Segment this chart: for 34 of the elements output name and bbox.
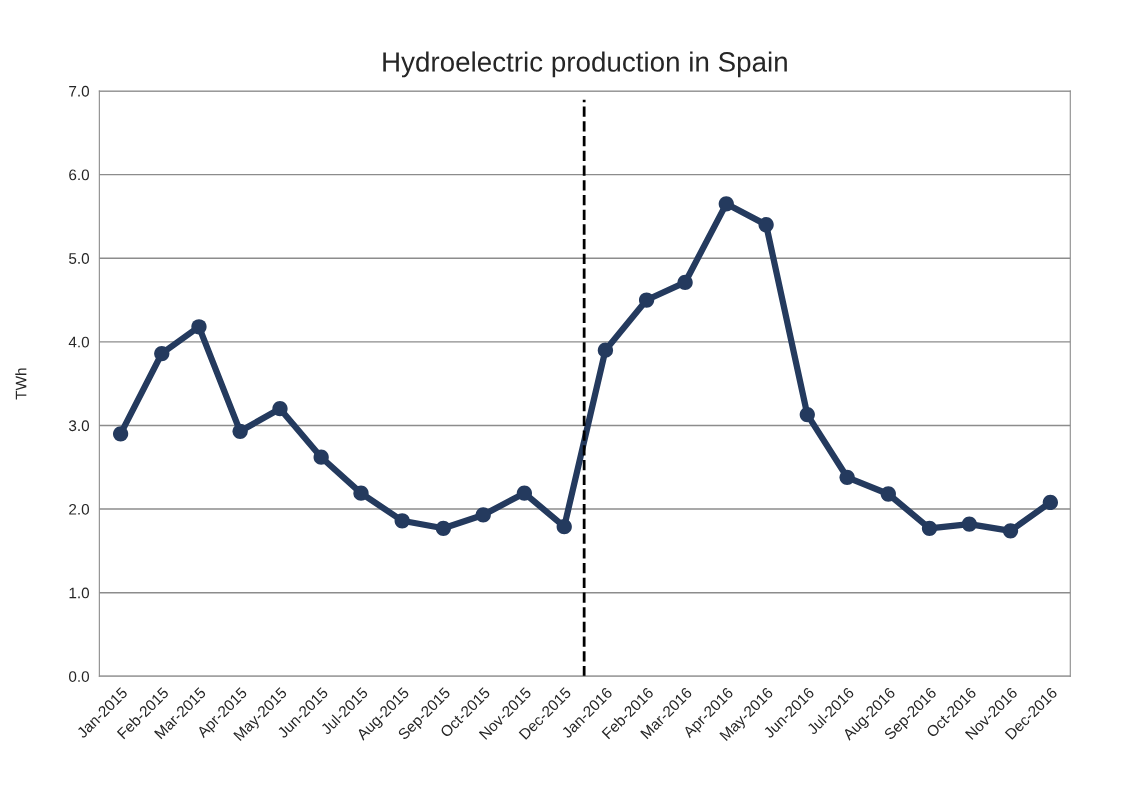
y-axis-title: TWh	[15, 368, 27, 400]
y-tick-label: 5.0	[69, 253, 90, 264]
point	[556, 518, 572, 535]
chart-title: Hydroelectric production in Spain	[383, 51, 787, 78]
point	[961, 516, 977, 532]
point	[638, 292, 655, 308]
point	[272, 401, 288, 417]
point	[1042, 494, 1059, 511]
point	[394, 513, 410, 529]
y-tick-label: 0.0	[68, 671, 90, 682]
point	[597, 342, 614, 358]
point	[799, 406, 815, 423]
y-tick-label: 2.0	[69, 503, 90, 515]
point	[677, 274, 693, 291]
point	[435, 520, 451, 536]
point	[313, 449, 329, 465]
y-tick-label: 4.0	[68, 336, 90, 348]
y-tick-label: 7.0	[69, 85, 90, 97]
point	[758, 217, 774, 233]
y-tick-label: 1.0	[69, 587, 90, 599]
point	[232, 423, 248, 439]
y-tick-label: 6.0	[69, 169, 90, 181]
point	[880, 486, 896, 502]
point	[516, 485, 533, 501]
y-tick-label: 3.0	[68, 420, 90, 432]
point	[1002, 523, 1019, 539]
point	[475, 507, 491, 523]
point	[718, 196, 734, 212]
point	[353, 485, 369, 501]
point	[112, 426, 129, 442]
point	[839, 469, 855, 485]
point	[154, 345, 170, 362]
point	[191, 319, 207, 335]
point	[921, 520, 938, 536]
